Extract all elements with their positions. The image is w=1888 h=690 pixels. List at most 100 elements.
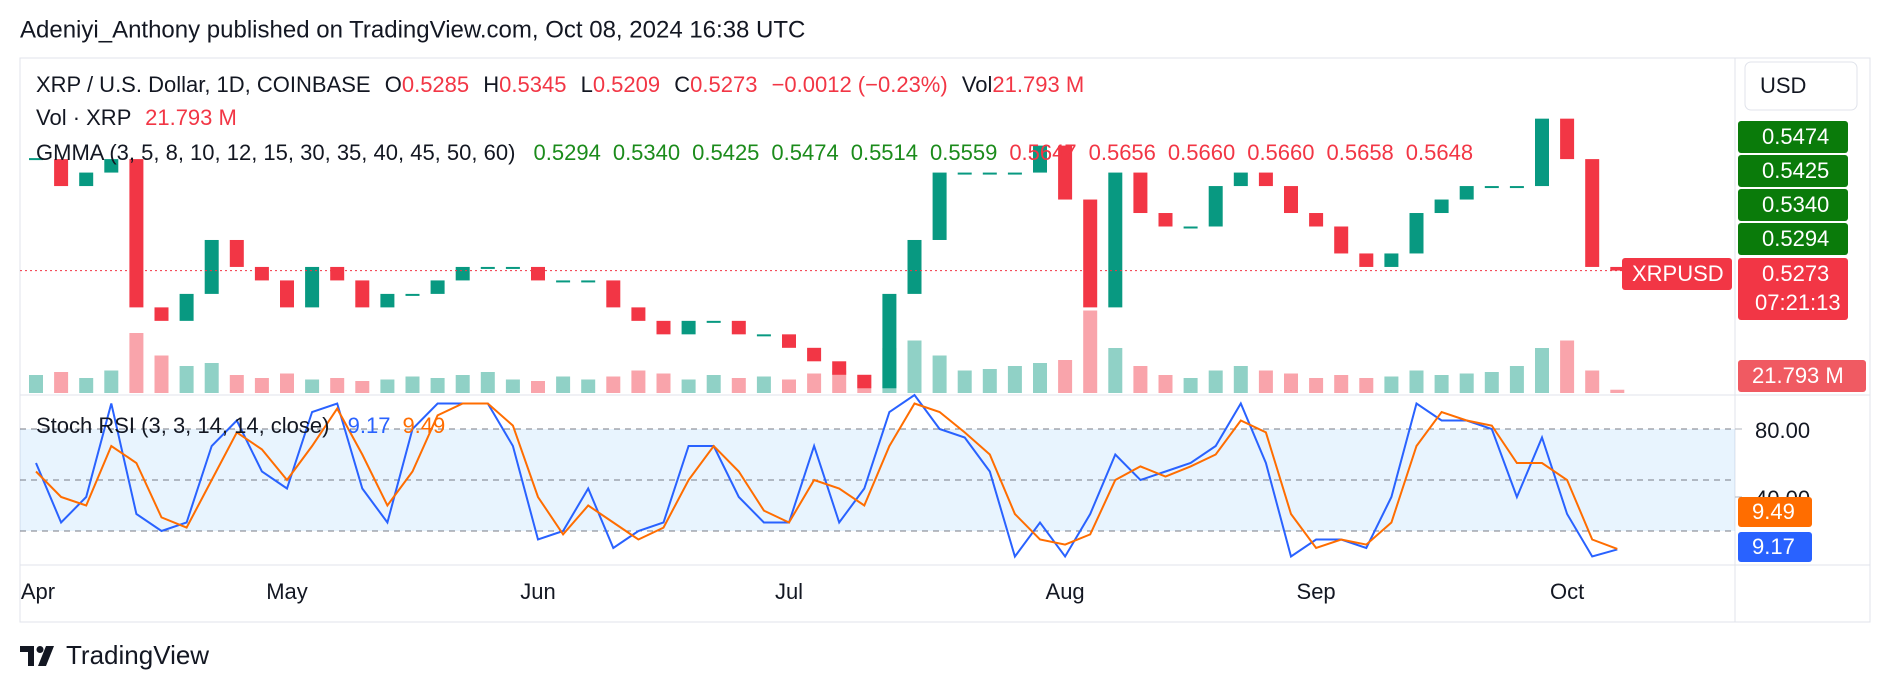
volume-bar — [1610, 389, 1625, 393]
volume-bar — [982, 369, 997, 393]
volume-bar — [254, 378, 269, 393]
high-label: H — [483, 72, 499, 97]
candle — [1384, 253, 1399, 267]
candle — [907, 239, 922, 294]
currency-label[interactable]: USD — [1760, 73, 1806, 98]
stoch-label: Stoch RSI (3, 3, 14, 14, close) — [36, 413, 329, 438]
gmma-price: 0.5474 — [1762, 124, 1829, 149]
candle — [1409, 213, 1424, 254]
countdown: 07:21:13 — [1755, 290, 1841, 315]
volume-value: 21.793 M — [145, 105, 237, 130]
candle — [581, 280, 596, 283]
candle — [706, 320, 721, 323]
candle — [1334, 226, 1349, 254]
candle — [229, 239, 244, 267]
candle — [606, 280, 621, 308]
x-tick-label: Apr — [21, 579, 55, 604]
footer-brand: TradingView — [66, 640, 209, 670]
volume-bar — [706, 375, 721, 393]
candle — [179, 293, 194, 321]
volume-bar — [129, 333, 144, 393]
candle — [1459, 186, 1474, 200]
candle — [1058, 145, 1073, 200]
volume-bar — [1233, 366, 1248, 393]
candle — [1233, 172, 1248, 187]
candle — [1484, 186, 1499, 189]
volume-bar — [430, 378, 445, 393]
candle — [1183, 226, 1198, 229]
symbol: XRP / U.S. Dollar, 1D, COINBASE — [36, 72, 371, 97]
volume-bar — [1208, 370, 1223, 393]
volume-bar — [832, 370, 847, 393]
gmma-value: 0.5294 — [534, 140, 601, 165]
gmma-value: 0.5340 — [613, 140, 680, 165]
stoch-value-box — [1738, 532, 1812, 562]
x-tick-label: Jul — [775, 579, 803, 604]
volume-bar — [179, 366, 194, 393]
stoch-axis-value: 9.17 — [1752, 534, 1795, 559]
gmma-value: 0.5647 — [1009, 140, 1076, 165]
candle — [957, 172, 972, 175]
candle — [1535, 118, 1549, 187]
volume-bar — [957, 370, 972, 393]
volume-bar — [1133, 366, 1148, 393]
gmma-value: 0.5474 — [771, 140, 838, 165]
stoch-line — [35, 402, 1618, 550]
volume-bar — [807, 373, 822, 393]
candle — [1133, 172, 1148, 214]
frame — [19, 57, 1871, 623]
volume-bar — [1158, 375, 1173, 393]
volume-bar — [1334, 375, 1349, 393]
gmma-price-box — [1738, 189, 1848, 221]
candle — [681, 320, 696, 335]
volume-bar — [204, 363, 219, 393]
candle — [1208, 186, 1223, 227]
volume-bar — [505, 379, 520, 393]
volume-bar — [1384, 376, 1399, 393]
volume-bar — [154, 355, 169, 393]
candle — [380, 293, 395, 308]
logo-part — [38, 646, 54, 666]
candle — [782, 334, 796, 348]
candle — [280, 280, 294, 308]
x-tick-label: Jun — [520, 579, 555, 604]
volume-bar — [380, 379, 395, 393]
volume-bar — [1535, 348, 1549, 393]
volume-bar — [455, 375, 470, 393]
volume-bar — [54, 372, 69, 393]
volume-bar — [1258, 370, 1273, 393]
volume-bar — [756, 376, 771, 393]
candle — [1560, 118, 1575, 160]
volume-bar — [355, 381, 370, 393]
legend-gmma: GMMA (3, 5, 8, 10, 12, 15, 30, 35, 40, 4… — [36, 140, 1473, 165]
logo-icon — [20, 646, 54, 666]
high: 0.5345 — [499, 72, 566, 97]
candle — [982, 172, 997, 175]
volume-bar — [681, 379, 696, 393]
last-price-box — [1738, 258, 1848, 320]
volume-bar — [29, 375, 43, 393]
volume-bar — [1434, 375, 1449, 393]
symbol-tag-box — [1622, 258, 1732, 290]
low: 0.5209 — [593, 72, 660, 97]
gmma-value: 0.5656 — [1089, 140, 1156, 165]
volume-bar — [305, 379, 320, 393]
volume-bar — [631, 370, 646, 393]
gmma-value: 0.5648 — [1406, 140, 1473, 165]
currency-button[interactable] — [1744, 61, 1858, 111]
volume-bar — [1509, 366, 1524, 393]
candle — [254, 266, 269, 281]
header: Adeniyi_Anthony published on TradingView… — [20, 16, 805, 43]
candle — [154, 307, 169, 321]
volume-bar — [280, 373, 294, 393]
candle — [1434, 199, 1449, 214]
candle — [1158, 213, 1173, 227]
volume-bar — [1585, 370, 1600, 393]
candle — [1083, 199, 1098, 308]
candle — [807, 347, 822, 362]
low-label: L — [581, 72, 593, 97]
candle — [1309, 213, 1324, 227]
stoch-value: 9.49 — [402, 413, 445, 438]
